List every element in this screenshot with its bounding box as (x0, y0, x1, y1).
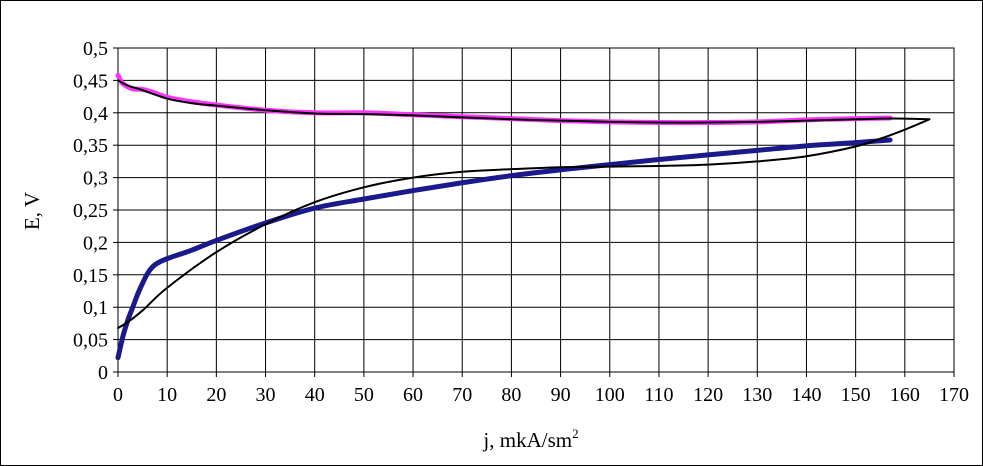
y-tick-label: 0,1 (83, 297, 108, 319)
y-tick-label: 0,2 (83, 232, 108, 254)
series-group (115, 72, 931, 361)
y-tick-label: 0,45 (73, 70, 108, 92)
x-tick-label: 170 (939, 384, 969, 406)
x-tick-label: 30 (256, 384, 276, 406)
y-tick-label: 0,05 (73, 330, 108, 352)
x-tick-label: 150 (841, 384, 871, 406)
y-axis-title: E, V (20, 192, 44, 230)
series-line-3 (117, 79, 931, 124)
x-tick-label: 70 (452, 384, 472, 406)
x-tick-label: 90 (551, 384, 571, 406)
y-tick-label: 0,15 (73, 265, 108, 287)
series-line-4 (117, 118, 931, 329)
grid (113, 47, 955, 377)
y-tick-label: 0 (98, 362, 108, 384)
x-tick-label: 130 (742, 384, 772, 406)
y-tick-label: 0,25 (73, 200, 108, 222)
x-tick-label: 160 (890, 384, 920, 406)
x-tick-label: 140 (791, 384, 821, 406)
x-tick-label: 110 (644, 384, 673, 406)
x-axis-title-superscript: 2 (572, 426, 579, 441)
y-tick-label: 0,5 (83, 38, 108, 60)
y-tick-label: 0,3 (83, 168, 108, 190)
x-tick-label: 20 (206, 384, 226, 406)
plot-border (117, 47, 955, 373)
x-tick-label: 80 (501, 384, 521, 406)
x-axis-title: j, mkA/sm2 (482, 426, 578, 452)
x-tick-label: 10 (157, 384, 177, 406)
x-axis-title-text: j, mkA/sm (482, 428, 572, 452)
y-tick-label: 0,4 (83, 103, 108, 125)
series-line-2 (115, 137, 893, 361)
tick-labels: 0 10 20 30 40 50 60 70 80 90 100 110 120 130 140 150 160… (73, 38, 969, 406)
x-tick-label: 0 (113, 384, 123, 406)
x-tick-label: 120 (693, 384, 723, 406)
x-tick-label: 40 (305, 384, 325, 406)
x-tick-label: 100 (595, 384, 625, 406)
x-tick-label: 60 (403, 384, 423, 406)
x-tick-label: 50 (354, 384, 374, 406)
y-tick-label: 0,35 (73, 135, 108, 157)
